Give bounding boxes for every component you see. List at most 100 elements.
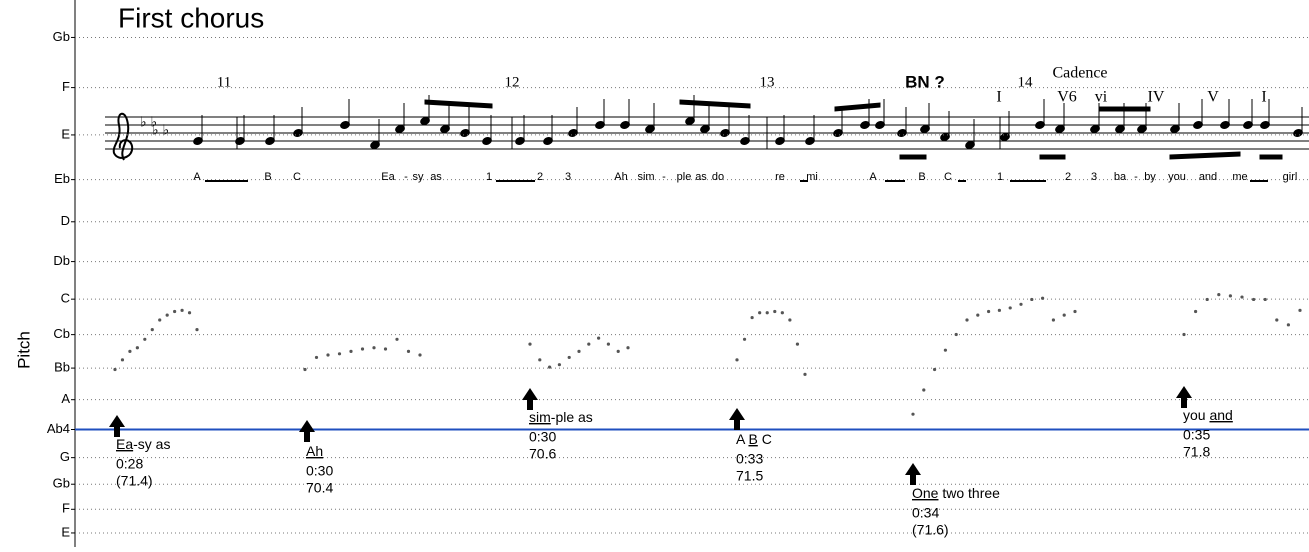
lyric: Ah bbox=[614, 171, 627, 183]
lyric: do bbox=[712, 171, 724, 183]
y-tick-label: E bbox=[61, 126, 70, 141]
pitch-point bbox=[773, 309, 777, 314]
pitch-point bbox=[965, 318, 969, 322]
pitch-point bbox=[1286, 323, 1290, 327]
y-tick-label: Ab4 bbox=[47, 421, 70, 436]
measure-number: 14 bbox=[1018, 74, 1034, 90]
pitch-point bbox=[406, 349, 411, 353]
pitch-point bbox=[933, 367, 937, 372]
pitch-point bbox=[1182, 332, 1186, 337]
y-tick-label: A bbox=[61, 391, 70, 406]
pitch-point bbox=[337, 352, 342, 356]
y-tick-label: Gb bbox=[53, 476, 70, 491]
pitch-point bbox=[1019, 302, 1023, 306]
svg-text:♭ ♭: ♭ ♭ bbox=[152, 122, 169, 138]
pitch-point bbox=[1252, 297, 1256, 302]
lyric: 1 bbox=[997, 171, 1003, 183]
pitch-point bbox=[943, 348, 948, 352]
beam bbox=[1169, 151, 1241, 160]
y-tick-label: E bbox=[61, 524, 70, 539]
pitch-point bbox=[195, 328, 199, 332]
pitch-point bbox=[1240, 295, 1244, 299]
pitch-point bbox=[1030, 297, 1034, 302]
annotation-value: 70.4 bbox=[306, 480, 333, 496]
pitch-point bbox=[597, 336, 601, 340]
pitch-point bbox=[143, 337, 147, 341]
lyric: B bbox=[264, 171, 271, 183]
pitch-point bbox=[1263, 297, 1267, 302]
pitch-point bbox=[395, 337, 399, 341]
lyric: 2 bbox=[537, 171, 543, 183]
annotation-lyric: Ea-sy as bbox=[116, 436, 170, 452]
measure-number: 12 bbox=[505, 74, 520, 90]
pitch-point bbox=[765, 311, 769, 315]
annotation-lyric: you and bbox=[1183, 407, 1233, 423]
pitch-point bbox=[187, 311, 192, 315]
annotation-lyric: One two three bbox=[912, 485, 1000, 501]
lyric: sy bbox=[413, 171, 425, 183]
annotation-lyric: A B C bbox=[736, 431, 772, 447]
lyric-part: Ah bbox=[306, 443, 323, 459]
lyric: Ea bbox=[381, 171, 395, 183]
lyric: ba bbox=[1114, 171, 1127, 183]
chord-label: I bbox=[1261, 89, 1266, 106]
annotation-value: 70.6 bbox=[529, 446, 556, 462]
pitch-point bbox=[303, 367, 307, 372]
lyric: 3 bbox=[1091, 171, 1097, 183]
lyric: 2 bbox=[1065, 171, 1071, 183]
lyric-part: C bbox=[758, 431, 772, 447]
pitch-point bbox=[616, 349, 620, 353]
annotation-value: (71.6) bbox=[912, 522, 949, 538]
pitch-point bbox=[120, 358, 125, 362]
arrow bbox=[905, 463, 921, 485]
measure-number: 11 bbox=[217, 74, 231, 90]
lyric: me bbox=[1232, 171, 1247, 183]
annotation-value: 71.8 bbox=[1183, 444, 1210, 460]
annotation-time: 0:28 bbox=[116, 456, 143, 472]
lyric: 1 bbox=[486, 171, 492, 183]
chord-label: vi bbox=[1095, 89, 1108, 106]
beam bbox=[1259, 154, 1283, 160]
title: First chorus bbox=[118, 2, 264, 33]
pitch-point bbox=[1217, 293, 1221, 297]
pitch-point bbox=[1194, 309, 1198, 314]
lyric: A bbox=[869, 171, 877, 183]
annotation-lyric: Ah bbox=[306, 443, 323, 459]
pitch-point bbox=[1051, 318, 1055, 322]
arrow bbox=[729, 408, 745, 430]
pitch-point bbox=[1228, 294, 1232, 298]
pitch-point bbox=[577, 349, 581, 353]
y-axis-label: Pitch bbox=[14, 331, 33, 369]
lyric-part: and bbox=[1209, 407, 1232, 423]
lyric: re bbox=[775, 171, 785, 183]
lyric: by bbox=[1144, 171, 1156, 183]
lyric: sim bbox=[637, 171, 654, 183]
pitch-point bbox=[742, 337, 747, 341]
lyric: C bbox=[293, 171, 301, 183]
y-tick-label: Cb bbox=[53, 326, 70, 341]
chord-label: V6 bbox=[1057, 89, 1077, 106]
pitch-point bbox=[165, 313, 169, 317]
lyric-part: B bbox=[748, 431, 757, 447]
annotation-time: 0:33 bbox=[736, 451, 763, 467]
pitch-point bbox=[954, 332, 958, 337]
lyric: C bbox=[944, 171, 952, 183]
y-tick-label: Gb bbox=[53, 29, 70, 44]
lyric: you bbox=[1168, 171, 1186, 183]
pitch-point bbox=[326, 353, 330, 357]
lyric-part: Ea bbox=[116, 436, 133, 452]
pitch-point bbox=[158, 318, 162, 322]
lyric: girl bbox=[1283, 171, 1298, 183]
pitch-point bbox=[150, 328, 154, 332]
pitch-point bbox=[128, 349, 132, 353]
beam bbox=[679, 99, 751, 109]
y-tick-label: Db bbox=[53, 253, 70, 268]
beam bbox=[1099, 106, 1151, 112]
pitch-point bbox=[911, 412, 915, 416]
pitch-point bbox=[314, 355, 319, 360]
pitch-point bbox=[587, 342, 591, 346]
y-tick-label: F bbox=[62, 79, 70, 94]
pitch-point bbox=[528, 342, 532, 346]
lyric: ple bbox=[677, 171, 692, 183]
